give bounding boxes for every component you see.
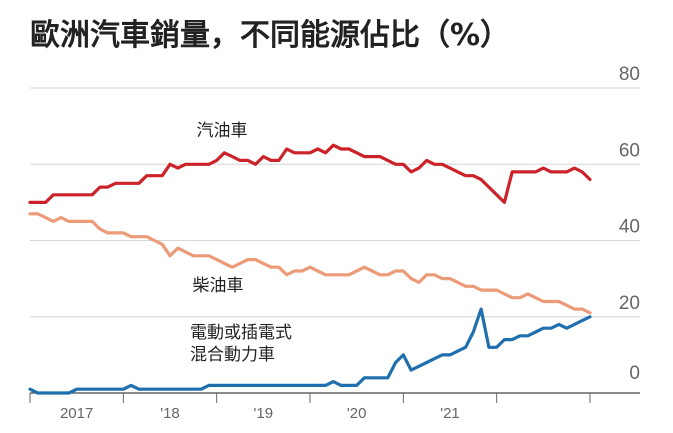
x-tick-label: '19 xyxy=(254,405,274,422)
y-tick-label: 0 xyxy=(629,363,640,384)
series-label-ev-line2: 混合動力車 xyxy=(190,345,275,365)
y-tick-label: 20 xyxy=(619,293,640,314)
gridlines xyxy=(30,87,640,318)
series-label-ev-line1: 電動或插電式 xyxy=(190,323,292,343)
x-tick-label: 2017 xyxy=(60,405,93,422)
y-axis-ticks: 0 20 40 60 80 xyxy=(619,64,640,384)
y-tick-label: 60 xyxy=(619,140,640,161)
series-lines xyxy=(28,143,592,395)
ev-line xyxy=(28,307,592,395)
x-tick-label: '18 xyxy=(160,405,180,422)
x-axis: 2017 '18 '19 '20 '21 xyxy=(29,392,640,422)
y-tick-label: 80 xyxy=(619,64,640,85)
x-tick-label: '20 xyxy=(347,405,367,422)
series-label-diesel: 柴油車 xyxy=(193,276,244,296)
gasoline-line xyxy=(28,143,592,204)
y-tick-label: 40 xyxy=(619,217,640,238)
chart-title: 歐洲汽車銷量，不同能源佔比（%） xyxy=(30,18,511,53)
series-labels: 汽油車 柴油車 電動或插電式 混合動力車 xyxy=(190,121,292,365)
series-label-gasoline: 汽油車 xyxy=(197,121,248,141)
diesel-line xyxy=(28,212,592,315)
x-tick-label: '21 xyxy=(440,405,460,422)
